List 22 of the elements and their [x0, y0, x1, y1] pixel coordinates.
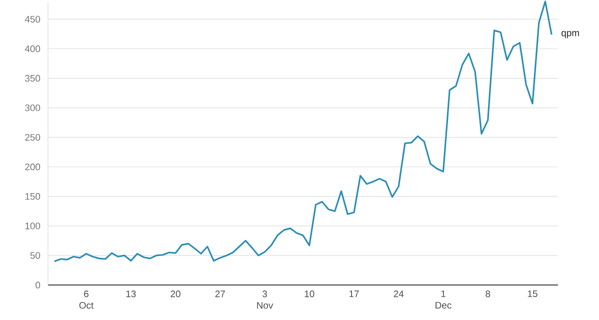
y-tick-label: 350 — [25, 74, 40, 82]
y-tick-label: 200 — [25, 164, 40, 170]
x-tick-label: 13 — [126, 290, 136, 298]
x-tick-label: 1 Dec — [436, 290, 452, 309]
y-tick-label: 150 — [25, 193, 40, 200]
y-tick-label: 0 — [36, 282, 40, 288]
x-tick-label: 8 — [486, 290, 490, 298]
y-tick-label: 300 — [25, 104, 40, 112]
series-label: qpm — [562, 31, 579, 38]
x-tick-label: 15 — [528, 290, 538, 298]
x-tick-label: 17 — [349, 290, 359, 298]
x-tick-label: 24 — [394, 290, 404, 298]
x-tick-label: 3 Nov — [257, 290, 274, 309]
y-tick-label: 50 — [30, 252, 40, 259]
y-tick-label: 450 — [24, 16, 40, 23]
y-tick-label: 250 — [25, 134, 40, 141]
x-tick-label: 27 — [215, 290, 225, 298]
x-tick-label: 10 — [304, 290, 314, 298]
y-tick-label: 100 — [25, 222, 40, 230]
x-tick-label: 20 — [170, 290, 180, 298]
x-tick-label: 6 Oct — [79, 290, 94, 309]
y-tick-label: 400 — [24, 45, 40, 52]
